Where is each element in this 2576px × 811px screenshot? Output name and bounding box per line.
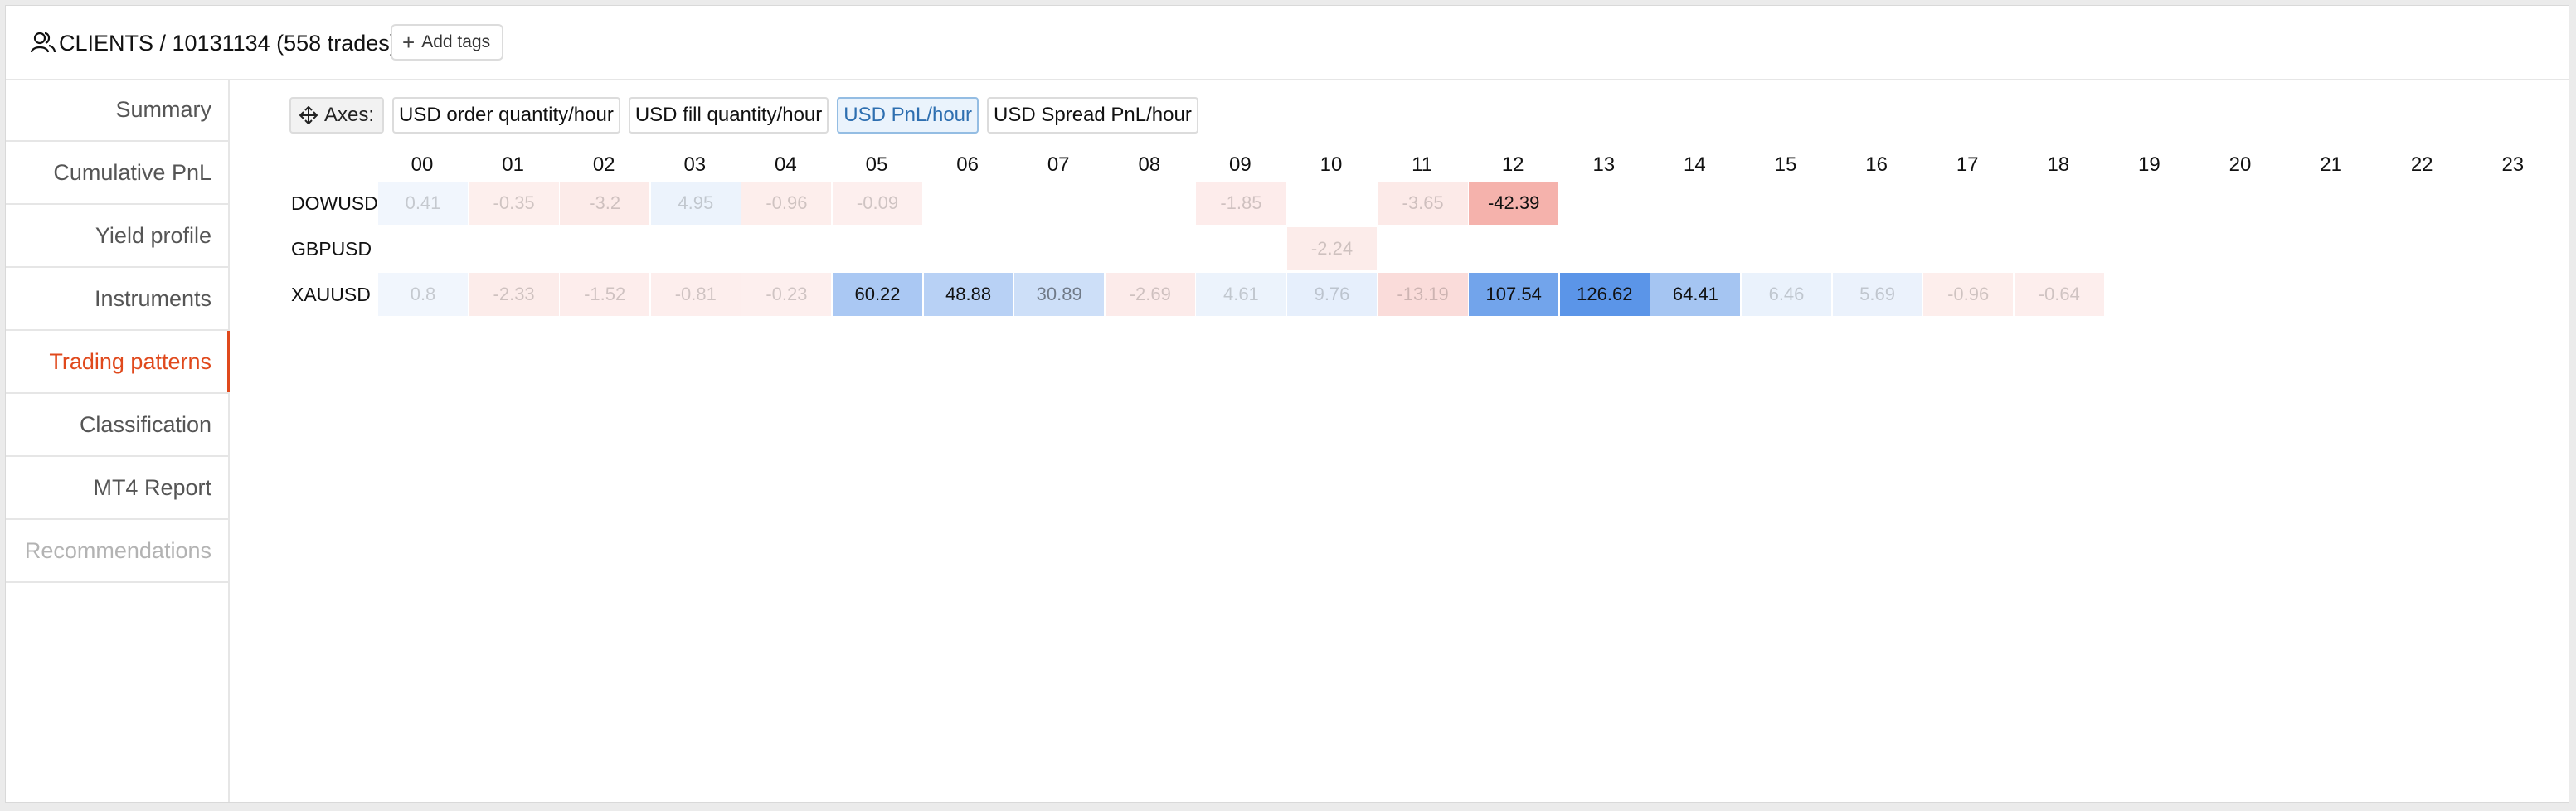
hour-label: 18 [2047, 153, 2070, 176]
heatmap-cell[interactable]: -0.96 [1923, 273, 2014, 316]
sidebar-item-instruments[interactable]: Instruments [6, 268, 228, 331]
hour-label: 06 [956, 153, 979, 176]
sidebar-item-cumulative-pnl[interactable]: Cumulative PnL [6, 142, 228, 205]
heatmap-cell[interactable]: 0.8 [378, 273, 468, 316]
heatmap-cell[interactable]: 6.46 [1742, 273, 1831, 316]
hour-label: 17 [1956, 153, 1979, 176]
heatmap-cell[interactable]: 4.61 [1196, 273, 1286, 316]
tab-usd-pnl[interactable]: USD PnL/hour [837, 97, 979, 134]
sidebar-item-yield-profile[interactable]: Yield profile [6, 205, 228, 268]
add-tags-label: Add tags [421, 32, 491, 51]
heatmap-cell[interactable]: 9.76 [1287, 273, 1377, 316]
hour-label: 19 [2138, 153, 2160, 176]
sidebar-item-mt4-report[interactable]: MT4 Report [6, 457, 228, 520]
hour-label: 16 [1865, 153, 1888, 176]
page-title: CLIENTS / 10131134 (558 trades) [59, 31, 397, 56]
heatmap-cell[interactable]: -2.69 [1105, 273, 1195, 316]
sidebar-item-recommendations: Recommendations [6, 520, 228, 583]
heatmap-cell[interactable]: -42.39 [1469, 182, 1559, 225]
heatmap-cell[interactable]: 48.88 [923, 273, 1013, 316]
heatmap-cell[interactable]: 30.89 [1014, 273, 1105, 316]
heatmap-cell[interactable]: -0.81 [650, 273, 741, 316]
heatmap-cell[interactable]: -3.2 [560, 182, 650, 225]
hour-label: 13 [1592, 153, 1616, 176]
heatmap-cell[interactable]: -3.65 [1378, 182, 1468, 225]
hour-label: 04 [775, 153, 797, 176]
add-tags-button[interactable]: + Add tags [391, 24, 504, 61]
hour-label: 09 [1229, 153, 1252, 176]
app-window: CLIENTS / 10131134 (558 trades) + Add ta… [5, 5, 2569, 803]
heatmap-cell[interactable]: 0.41 [378, 182, 468, 225]
axes-label: Axes: [324, 104, 375, 126]
sidebar-item-summary[interactable]: Summary [6, 79, 228, 142]
tab-usd-order-quantity[interactable]: USD order quantity/hour [392, 97, 620, 134]
hour-label: 03 [683, 153, 707, 176]
heatmap-cell[interactable]: -0.23 [741, 273, 832, 316]
hour-label: 08 [1138, 153, 1161, 176]
heatmap-cell[interactable]: -13.19 [1378, 273, 1468, 316]
hour-label: 20 [2228, 153, 2252, 176]
hour-label: 14 [1684, 153, 1706, 176]
hour-label: 02 [592, 153, 615, 176]
move-arrows-icon [299, 106, 318, 124]
heatmap-cell[interactable]: -0.64 [2014, 273, 2104, 316]
axes-button[interactable]: Axes: [289, 97, 385, 134]
tab-usd-fill-quantity[interactable]: USD fill quantity/hour [628, 97, 829, 134]
heatmap-cell[interactable]: 126.62 [1559, 273, 1650, 316]
hour-label: 23 [2501, 153, 2525, 176]
hour-label: 01 [502, 153, 524, 176]
heatmap-cell[interactable]: -1.52 [560, 273, 650, 316]
page-header: CLIENTS / 10131134 (558 trades) + Add ta… [6, 6, 2569, 80]
symbol-label: GBPUSD [291, 238, 372, 260]
heatmap-cell[interactable]: 60.22 [833, 273, 922, 316]
heatmap-cell[interactable]: 4.95 [650, 182, 741, 225]
plus-icon: + [402, 30, 416, 55]
symbol-label: DOWUSD [291, 192, 378, 214]
heatmap-cell[interactable]: -0.96 [741, 182, 832, 225]
heatmap-cell[interactable]: -2.24 [1287, 227, 1377, 270]
users-icon [30, 32, 56, 53]
heatmap-cell[interactable]: -2.33 [469, 273, 559, 316]
hour-label: 12 [1501, 153, 1524, 176]
hour-label: 00 [411, 153, 434, 176]
heatmap-cell[interactable]: -1.85 [1196, 182, 1286, 225]
hour-label: 10 [1320, 153, 1343, 176]
symbol-label: XAUUSD [291, 284, 371, 305]
heatmap-cell[interactable]: -0.09 [833, 182, 922, 225]
heatmap-cell[interactable]: 64.41 [1650, 273, 1741, 316]
hour-label: 05 [865, 153, 888, 176]
hour-label: 11 [1412, 153, 1433, 176]
hour-label: 15 [1774, 153, 1797, 176]
heatmap-cell[interactable]: 107.54 [1469, 273, 1559, 316]
sidebar-item-trading-patterns[interactable]: Trading patterns [6, 331, 230, 394]
heatmap-cell[interactable]: 5.69 [1832, 273, 1922, 316]
sidebar: Summary Cumulative PnL Yield profile Ins… [6, 79, 230, 802]
hour-label: 21 [2320, 153, 2342, 176]
hour-label: 07 [1047, 153, 1070, 176]
hour-label: 22 [2410, 153, 2433, 176]
tab-usd-spread-pnl[interactable]: USD Spread PnL/hour [987, 97, 1198, 134]
axes-toolbar: Axes: USD order quantity/hour USD fill q… [289, 97, 1198, 134]
heatmap-cell[interactable]: -0.35 [469, 182, 559, 225]
sidebar-item-classification[interactable]: Classification [6, 394, 228, 457]
